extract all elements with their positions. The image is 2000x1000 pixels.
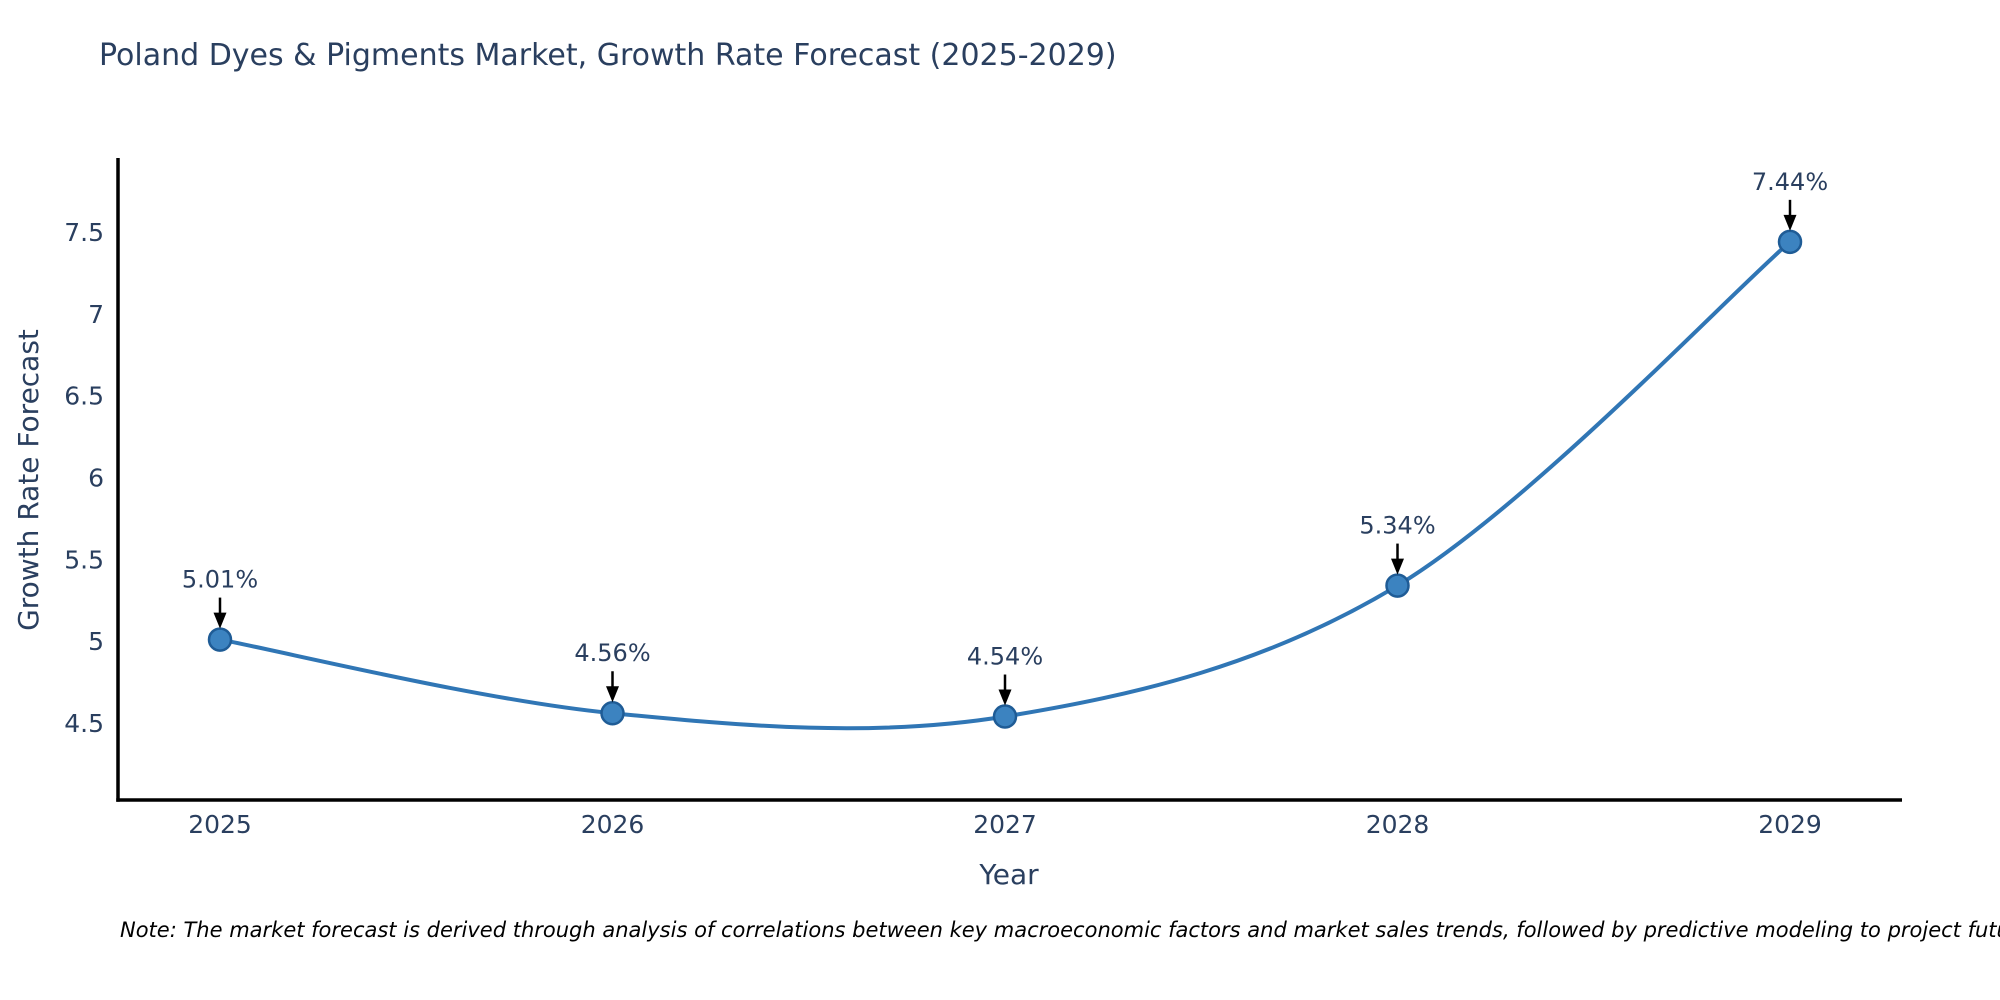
y-tick-label: 6 bbox=[88, 464, 104, 493]
y-tick-label: 4.5 bbox=[64, 709, 104, 738]
x-tick-label: 2026 bbox=[581, 810, 645, 839]
annotation-arrowhead bbox=[998, 689, 1012, 706]
y-tick-label: 5.5 bbox=[64, 545, 104, 574]
point-value-label: 4.54% bbox=[967, 643, 1043, 671]
data-point-2025[interactable] bbox=[207, 627, 233, 652]
annotation-arrowhead bbox=[213, 612, 227, 629]
data-point-2026[interactable] bbox=[600, 700, 625, 726]
data-point-2029[interactable] bbox=[1777, 229, 1803, 255]
x-tick-label: 2028 bbox=[1366, 810, 1430, 839]
x-tick-label: 2025 bbox=[188, 810, 252, 839]
point-value-label: 7.44% bbox=[1752, 168, 1828, 196]
data-point-2027[interactable] bbox=[992, 704, 1018, 729]
y-tick-label: 6.5 bbox=[64, 382, 104, 411]
y-tick-label: 7.5 bbox=[64, 218, 104, 247]
footnote: Note: The market forecast is derived thr… bbox=[120, 918, 2000, 942]
annotation-arrowhead bbox=[606, 686, 619, 703]
annotation-arrowhead bbox=[1391, 558, 1404, 575]
point-value-label: 4.56% bbox=[574, 639, 650, 667]
y-axis-title: Growth Rate Forecast bbox=[12, 329, 45, 631]
x-tick-label: 2027 bbox=[973, 810, 1037, 839]
point-value-label: 5.34% bbox=[1359, 512, 1435, 540]
y-tick-label: 5 bbox=[88, 627, 104, 656]
y-tick-label: 7 bbox=[88, 300, 104, 329]
chart-title: Poland Dyes & Pigments Market, Growth Ra… bbox=[99, 38, 1117, 73]
x-axis-title: Year bbox=[978, 858, 1039, 891]
x-tick-label: 2029 bbox=[1758, 810, 1822, 839]
annotation-arrowhead bbox=[1783, 214, 1797, 231]
data-point-2028[interactable] bbox=[1385, 573, 1410, 598]
point-value-label: 5.01% bbox=[182, 566, 258, 594]
